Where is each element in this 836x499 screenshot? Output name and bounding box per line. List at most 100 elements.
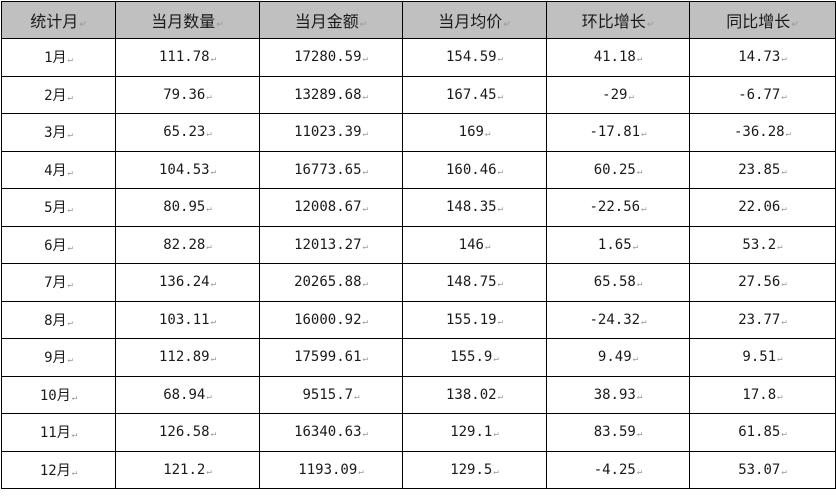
paragraph-mark-icon: ↵ bbox=[497, 54, 503, 65]
paragraph-mark-icon: ↵ bbox=[210, 354, 216, 365]
cell-month: 4月↵ bbox=[1, 150, 116, 189]
cell-month: 10月↵ bbox=[1, 375, 116, 414]
table-row: 6月↵ 82.28↵ 12013.27↵ 146↵ 1.65↵ 53.2↵ bbox=[1, 225, 836, 264]
cell-month: 11月↵ bbox=[1, 413, 116, 452]
table-row: 2月↵ 79.36↵ 13289.68↵ 167.45↵ -29↵ -6.77↵ bbox=[1, 75, 836, 114]
cell-avg-price: 129.1↵ bbox=[402, 413, 547, 452]
paragraph-mark-icon: ↵ bbox=[781, 279, 787, 290]
header-yoy-growth: 同比增长↵ bbox=[689, 1, 836, 39]
paragraph-mark-icon: ↵ bbox=[67, 355, 73, 366]
paragraph-mark-icon: ↵ bbox=[362, 54, 368, 65]
cell-yoy-growth: -6.77↵ bbox=[689, 75, 836, 114]
table-row: 5月↵ 80.95↵ 12008.67↵ 148.35↵ -22.56↵ 22.06↵ bbox=[1, 188, 836, 227]
table-row: 4月↵ 104.53↵ 16773.65↵ 160.46↵ 60.25↵ 23.85↵ bbox=[1, 150, 836, 189]
paragraph-mark-icon: ↵ bbox=[67, 317, 73, 328]
table-row: 7月↵ 136.24↵ 20265.88↵ 148.75↵ 65.58↵ 27.56↵ bbox=[1, 263, 836, 302]
header-amount: 当月金额↵ bbox=[259, 1, 403, 39]
paragraph-mark-icon: ↵ bbox=[493, 354, 499, 365]
cell-avg-price: 129.5↵ bbox=[402, 450, 547, 489]
table-row: 11月↵ 126.58↵ 16340.63↵ 129.1↵ 83.59↵ 61.85↵ bbox=[1, 413, 836, 452]
cell-quantity: 103.11↵ bbox=[115, 300, 260, 339]
cell-quantity: 112.89↵ bbox=[115, 338, 260, 377]
cell-yoy-growth: 23.77↵ bbox=[689, 300, 836, 339]
paragraph-mark-icon: ↵ bbox=[484, 129, 491, 140]
cell-month: 3月↵ bbox=[1, 113, 116, 152]
paragraph-mark-icon: ↵ bbox=[67, 205, 73, 216]
cell-amount: 13289.68↵ bbox=[259, 75, 403, 114]
paragraph-mark-icon: ↵ bbox=[632, 354, 639, 365]
cell-avg-price: 167.45↵ bbox=[402, 75, 547, 114]
table-row: 1月↵ 111.78↵ 17280.59↵ 154.59↵ 41.18↵ 14.73↵ bbox=[1, 38, 836, 77]
paragraph-mark-icon: ↵ bbox=[71, 467, 78, 478]
cell-mom-growth: -4.25↵ bbox=[546, 450, 690, 489]
header-row: 统计月↵ 当月数量↵ 当月金额↵ 当月均价↵ 环比增长↵ 同比增长↵ bbox=[1, 1, 836, 39]
paragraph-mark-icon: ↵ bbox=[206, 204, 212, 215]
cell-quantity: 68.94↵ bbox=[115, 375, 260, 414]
paragraph-mark-icon: ↵ bbox=[636, 279, 643, 290]
paragraph-mark-icon: ↵ bbox=[362, 91, 368, 102]
cell-quantity: 80.95↵ bbox=[115, 188, 260, 227]
table-row: 3月↵ 65.23↵ 11023.39↵ 169↵ -17.81↵ -36.28↵ bbox=[1, 113, 836, 152]
cell-avg-price: 148.75↵ bbox=[402, 263, 547, 302]
table-row: 9月↵ 112.89↵ 17599.61↵ 155.9↵ 9.49↵ 9.51↵ bbox=[1, 338, 836, 377]
cell-yoy-growth: 53.07↵ bbox=[689, 450, 836, 489]
cell-mom-growth: -29↵ bbox=[546, 75, 690, 114]
paragraph-mark-icon: ↵ bbox=[67, 167, 73, 178]
paragraph-mark-icon: ↵ bbox=[362, 354, 368, 365]
paragraph-mark-icon: ↵ bbox=[641, 316, 647, 327]
paragraph-mark-icon: ↵ bbox=[497, 391, 503, 402]
paragraph-mark-icon: ↵ bbox=[362, 129, 368, 140]
paragraph-mark-icon: ↵ bbox=[71, 430, 78, 441]
paragraph-mark-icon: ↵ bbox=[497, 204, 503, 215]
paragraph-mark-icon: ↵ bbox=[210, 316, 216, 327]
paragraph-mark-icon: ↵ bbox=[641, 204, 647, 215]
table-row: 12月↵ 121.2↵ 1193.09↵ 129.5↵ -4.25↵ 53.07↵ bbox=[1, 450, 836, 489]
cell-amount: 12013.27↵ bbox=[259, 225, 403, 264]
cell-yoy-growth: 23.85↵ bbox=[689, 150, 836, 189]
cell-month: 12月↵ bbox=[1, 450, 116, 489]
cell-yoy-growth: 27.56↵ bbox=[689, 263, 836, 302]
cell-avg-price: 160.46↵ bbox=[402, 150, 547, 189]
cell-mom-growth: 38.93↵ bbox=[546, 375, 690, 414]
cell-amount: 16000.92↵ bbox=[259, 300, 403, 339]
cell-quantity: 82.28↵ bbox=[115, 225, 260, 264]
cell-yoy-growth: 9.51↵ bbox=[689, 338, 836, 377]
paragraph-mark-icon: ↵ bbox=[503, 20, 511, 30]
paragraph-mark-icon: ↵ bbox=[67, 55, 73, 66]
cell-amount: 1193.09↵ bbox=[259, 450, 403, 489]
header-avg-price: 当月均价↵ bbox=[402, 1, 547, 39]
paragraph-mark-icon: ↵ bbox=[777, 241, 783, 252]
cell-amount: 20265.88↵ bbox=[259, 263, 403, 302]
paragraph-mark-icon: ↵ bbox=[79, 20, 87, 30]
paragraph-mark-icon: ↵ bbox=[497, 279, 503, 290]
paragraph-mark-icon: ↵ bbox=[362, 241, 368, 252]
paragraph-mark-icon: ↵ bbox=[71, 392, 78, 403]
paragraph-mark-icon: ↵ bbox=[636, 54, 643, 65]
paragraph-mark-icon: ↵ bbox=[206, 241, 212, 252]
cell-amount: 11023.39↵ bbox=[259, 113, 403, 152]
cell-yoy-growth: 22.06↵ bbox=[689, 188, 836, 227]
cell-amount: 16773.65↵ bbox=[259, 150, 403, 189]
cell-amount: 12008.67↵ bbox=[259, 188, 403, 227]
paragraph-mark-icon: ↵ bbox=[785, 129, 791, 140]
paragraph-mark-icon: ↵ bbox=[636, 391, 643, 402]
paragraph-mark-icon: ↵ bbox=[206, 91, 212, 102]
paragraph-mark-icon: ↵ bbox=[636, 166, 643, 177]
paragraph-mark-icon: ↵ bbox=[493, 466, 499, 477]
cell-yoy-growth: -36.28↵ bbox=[689, 113, 836, 152]
cell-yoy-growth: 17.8↵ bbox=[689, 375, 836, 414]
cell-mom-growth: -17.81↵ bbox=[546, 113, 690, 152]
cell-month: 2月↵ bbox=[1, 75, 116, 114]
paragraph-mark-icon: ↵ bbox=[67, 280, 73, 291]
paragraph-mark-icon: ↵ bbox=[781, 316, 787, 327]
cell-month: 8月↵ bbox=[1, 300, 116, 339]
paragraph-mark-icon: ↵ bbox=[493, 429, 499, 440]
cell-yoy-growth: 53.2↵ bbox=[689, 225, 836, 264]
paragraph-mark-icon: ↵ bbox=[362, 316, 368, 327]
paragraph-mark-icon: ↵ bbox=[632, 241, 639, 252]
cell-avg-price: 138.02↵ bbox=[402, 375, 547, 414]
paragraph-mark-icon: ↵ bbox=[497, 166, 503, 177]
cell-quantity: 136.24↵ bbox=[115, 263, 260, 302]
paragraph-mark-icon: ↵ bbox=[484, 241, 491, 252]
cell-quantity: 121.2↵ bbox=[115, 450, 260, 489]
